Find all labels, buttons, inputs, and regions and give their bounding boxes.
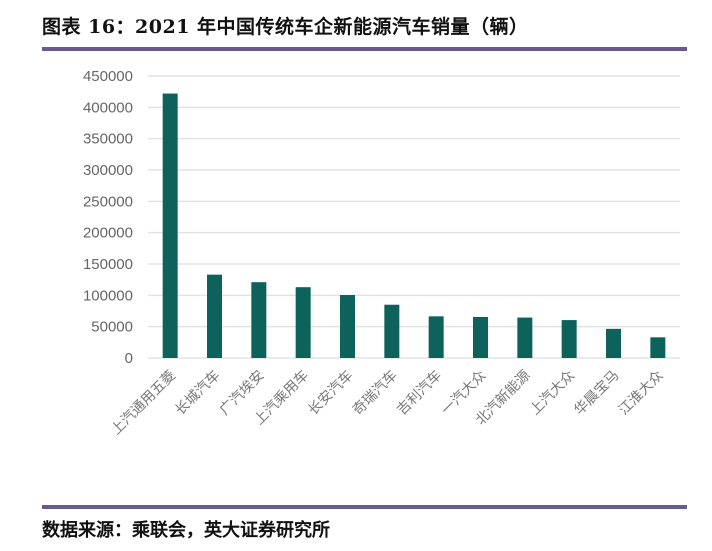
chart-title: 图表 16：2021 年中国传统车企新能源汽车销量（辆） [42, 16, 529, 38]
title-divider [42, 47, 687, 51]
x-category-label: 长城汽车 [172, 367, 224, 419]
x-category-label: 吉利汽车 [393, 367, 445, 419]
x-category-label: 江淮大众 [616, 368, 667, 419]
bar [561, 320, 577, 358]
y-tick-label: 300000 [83, 162, 133, 179]
y-tick-label: 400000 [83, 99, 133, 116]
bar [162, 93, 178, 359]
bar [517, 317, 533, 358]
y-tick-label: 50000 [91, 319, 133, 336]
source-divider [42, 505, 687, 509]
bar [251, 282, 267, 358]
bar [207, 274, 222, 358]
bar [295, 287, 311, 358]
y-tick-label: 100000 [83, 287, 133, 304]
bar [606, 328, 621, 358]
y-tick-label: 450000 [83, 68, 133, 85]
x-category-label: 奇瑞汽车 [349, 367, 401, 419]
x-category-label: 上汽通用五菱 [108, 368, 179, 439]
y-tick-label: 150000 [83, 256, 133, 273]
bar [650, 337, 666, 358]
bar [384, 304, 400, 358]
bar [428, 316, 444, 358]
y-tick-label: 200000 [83, 225, 133, 242]
y-tick-label: 0 [125, 350, 133, 367]
bar [340, 295, 355, 358]
x-category-label: 上汽大众 [527, 368, 578, 419]
x-category-label: 长安汽车 [305, 367, 357, 419]
source-note: 数据来源：乘联会，英大证券研究所 [42, 520, 330, 541]
bar [473, 316, 488, 358]
y-tick-label: 250000 [83, 193, 133, 210]
x-category-label: 华晨宝马 [571, 368, 622, 419]
y-tick-label: 350000 [83, 131, 133, 148]
